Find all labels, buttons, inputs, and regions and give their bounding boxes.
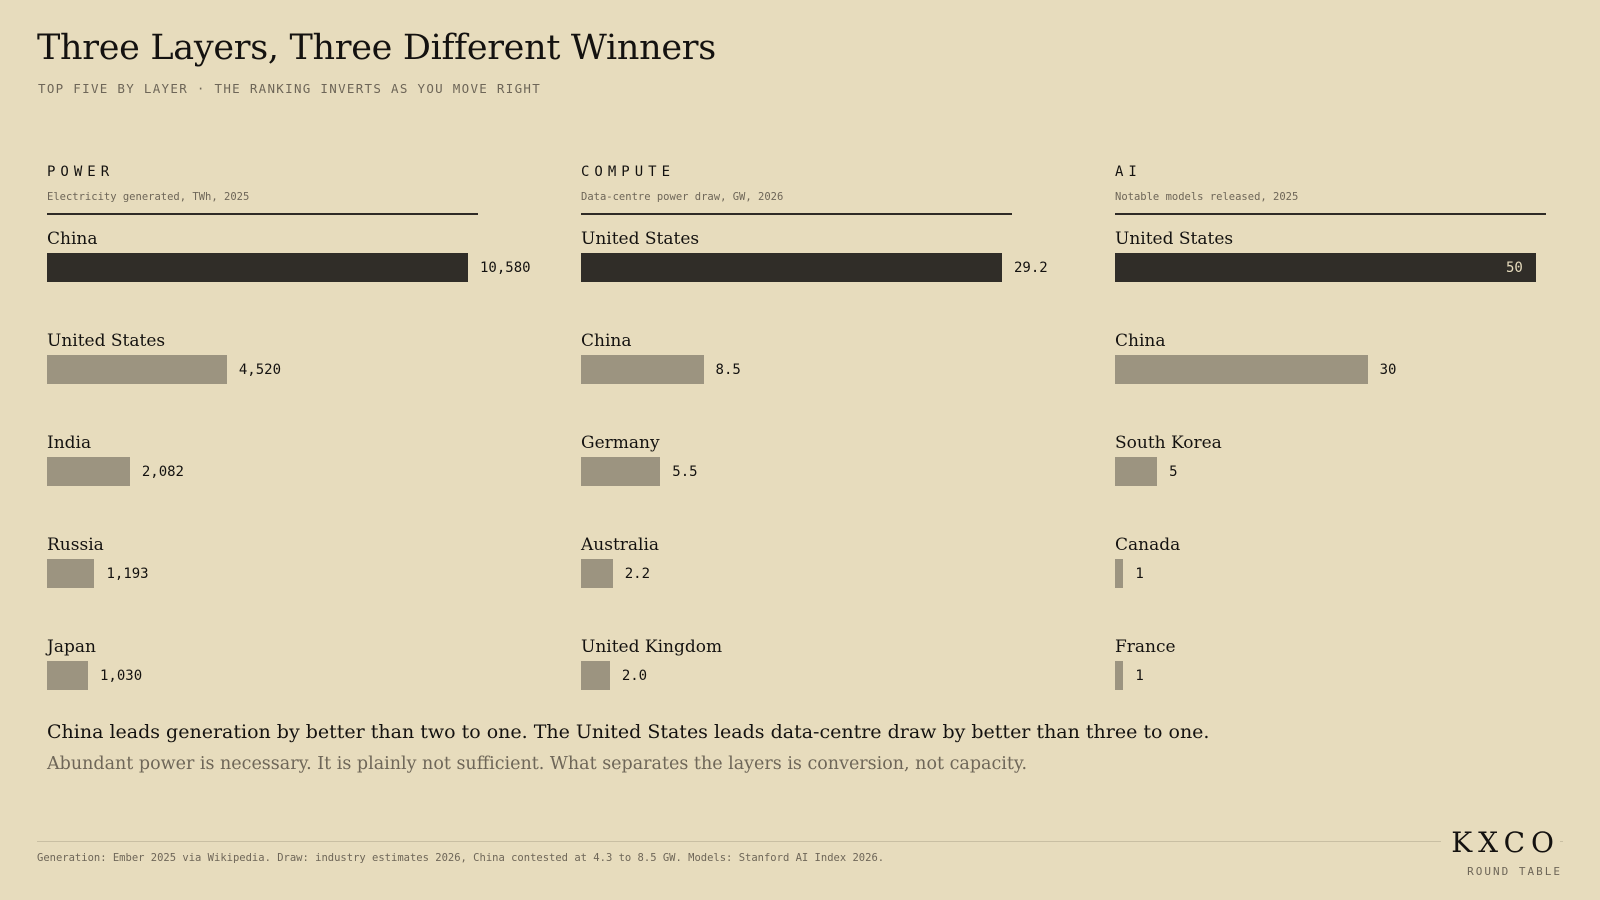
bar <box>1115 661 1124 690</box>
bar <box>47 661 88 690</box>
bar <box>581 355 704 384</box>
value-label: 2.2 <box>624 566 651 582</box>
value-label: 1 <box>1135 668 1144 684</box>
value-label: 1,030 <box>99 668 143 684</box>
bar-row: France 1 <box>1115 637 1600 699</box>
bar <box>47 559 95 588</box>
brand-logo: KXCO <box>1441 826 1560 859</box>
value-label: 5 <box>1169 464 1178 480</box>
category-label: China <box>47 229 98 249</box>
panel-subtitle: Data-centre power draw, GW, 2026 <box>581 191 784 203</box>
category-label: India <box>47 433 92 453</box>
panel-title: COMPUTE <box>581 164 676 180</box>
bar <box>1115 457 1158 486</box>
bar <box>581 457 661 486</box>
takeaway-headline: China leads generation by better than tw… <box>47 721 1210 743</box>
panel-divider <box>1115 213 1546 215</box>
panel-divider <box>581 213 1012 215</box>
bar <box>581 253 1002 282</box>
bar <box>1115 559 1124 588</box>
bar-row: United Kingdom 2.0 <box>581 637 1081 699</box>
value-label: 2.0 <box>621 668 648 684</box>
bar-row: United States 50 <box>1115 229 1600 291</box>
bar-row: Canada 1 <box>1115 535 1600 597</box>
bar-row: United States 4,520 <box>47 331 547 393</box>
value-label: 10,580 <box>480 260 531 276</box>
category-label: Japan <box>47 637 96 657</box>
bar-row: China 30 <box>1115 331 1600 393</box>
category-label: China <box>1115 331 1166 351</box>
category-label: Germany <box>581 433 660 453</box>
panel-divider <box>47 213 478 215</box>
value-label: 4,520 <box>238 362 282 378</box>
source-note: Generation: Ember 2025 via Wikipedia. Dr… <box>37 852 885 864</box>
chart-title: Three Layers, Three Different Winners <box>37 28 716 68</box>
category-label: France <box>1115 637 1176 657</box>
category-label: China <box>581 331 632 351</box>
panel-title: AI <box>1115 164 1142 180</box>
category-label: South Korea <box>1115 433 1222 453</box>
bar-row: South Korea 5 <box>1115 433 1600 495</box>
panel-title: POWER <box>47 164 115 180</box>
category-label: United States <box>1115 229 1234 249</box>
bar <box>1115 355 1368 384</box>
category-label: Australia <box>581 535 660 555</box>
bar <box>47 253 468 282</box>
bar <box>1115 253 1536 282</box>
value-label: 30 <box>1379 362 1397 378</box>
takeaway-detail: Abundant power is necessary. It is plain… <box>47 754 1028 774</box>
bar-row: Japan 1,030 <box>47 637 547 699</box>
bar-row: United States 29.2 <box>581 229 1081 291</box>
bar-row: China 8.5 <box>581 331 1081 393</box>
bar <box>581 559 613 588</box>
value-label: 50 <box>1506 260 1523 276</box>
bar <box>47 355 227 384</box>
value-label: 1,193 <box>106 566 149 582</box>
footer-divider <box>37 841 1563 842</box>
value-label: 2,082 <box>141 464 184 480</box>
category-label: United Kingdom <box>581 637 723 657</box>
panel-subtitle: Electricity generated, TWh, 2025 <box>47 191 250 203</box>
brand-subtitle: ROUND TABLE <box>1467 865 1562 878</box>
bar <box>47 457 130 486</box>
bar-row: India 2,082 <box>47 433 547 495</box>
bar-row: Germany 5.5 <box>581 433 1081 495</box>
category-label: United States <box>581 229 700 249</box>
value-label: 5.5 <box>672 464 698 480</box>
bar <box>581 661 610 690</box>
value-label: 29.2 <box>1014 260 1048 276</box>
bar-row: China 10,580 <box>47 229 547 291</box>
category-label: United States <box>47 331 166 351</box>
panel-subtitle: Notable models released, 2025 <box>1115 191 1299 203</box>
category-label: Russia <box>47 535 104 555</box>
value-label: 1 <box>1135 566 1144 582</box>
value-label: 8.5 <box>715 362 741 378</box>
bar-row: Australia 2.2 <box>581 535 1081 597</box>
category-label: Canada <box>1115 535 1181 555</box>
chart-subtitle: TOP FIVE BY LAYER · THE RANKING INVERTS … <box>38 81 542 96</box>
bar-row: Russia 1,193 <box>47 535 547 597</box>
